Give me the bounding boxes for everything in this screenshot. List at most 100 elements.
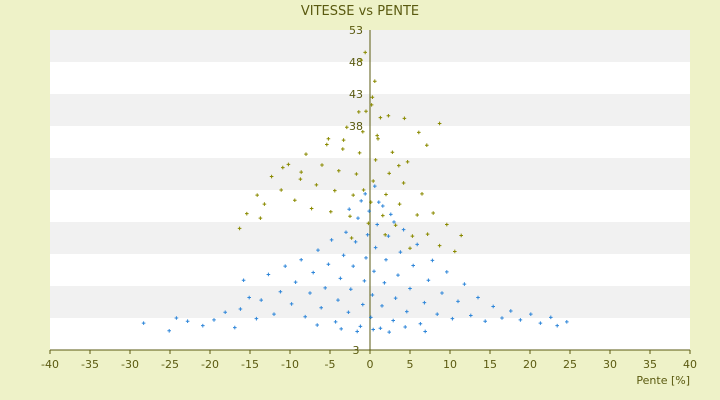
x-tick-label: -5 <box>325 358 336 371</box>
data-point <box>344 230 348 235</box>
data-point <box>326 137 331 141</box>
data-point <box>337 169 341 173</box>
data-point <box>403 325 407 329</box>
data-point <box>333 188 337 193</box>
data-point <box>402 116 407 121</box>
data-point <box>410 234 415 238</box>
y-tick-label: 48 <box>349 56 363 69</box>
data-point <box>384 192 388 197</box>
x-tick-label: 5 <box>407 358 414 371</box>
data-point <box>361 129 365 134</box>
x-tick-label: -10 <box>281 358 299 371</box>
data-point <box>245 211 249 216</box>
data-point <box>353 240 358 244</box>
data-point <box>425 232 430 236</box>
data-points <box>141 50 569 334</box>
data-point <box>357 110 361 114</box>
data-point <box>238 307 243 311</box>
data-point <box>351 193 355 197</box>
data-point <box>393 223 398 227</box>
data-point <box>359 58 363 62</box>
x-tick-label: -15 <box>241 358 259 371</box>
data-point <box>381 204 385 208</box>
data-point <box>338 276 343 281</box>
data-point <box>266 272 271 277</box>
data-point <box>469 313 473 318</box>
data-point <box>354 172 359 176</box>
x-tick-label: -30 <box>121 358 139 371</box>
data-point <box>372 269 376 274</box>
data-point <box>386 113 391 118</box>
data-point <box>453 249 457 254</box>
data-point <box>366 221 371 226</box>
data-point <box>289 302 294 306</box>
data-point <box>303 314 307 319</box>
data-point <box>341 253 346 258</box>
data-point <box>423 329 427 334</box>
data-point <box>363 192 367 196</box>
data-point <box>378 115 383 120</box>
data-point <box>386 234 391 238</box>
data-point <box>373 184 377 188</box>
data-point <box>281 165 285 170</box>
data-point <box>384 257 388 262</box>
data-point <box>355 329 359 334</box>
x-tick-labels: -40 -35 -30 -25 -20 -15 -10 -5 0 5 10 15 20 25 30 35 40 <box>41 358 697 371</box>
data-point <box>431 211 435 215</box>
data-point <box>299 257 303 262</box>
x-tick-label: -20 <box>201 358 219 371</box>
data-point <box>311 270 315 275</box>
data-point <box>378 326 383 331</box>
data-point <box>405 160 410 164</box>
data-point <box>326 262 331 267</box>
data-point <box>405 309 409 314</box>
data-point <box>304 152 308 156</box>
data-point <box>269 174 274 179</box>
data-point <box>435 312 439 316</box>
data-point <box>241 278 246 283</box>
data-point <box>397 163 401 168</box>
data-point <box>141 321 146 325</box>
x-tick-label: 0 <box>367 358 374 371</box>
data-point <box>382 281 387 285</box>
data-point <box>255 193 259 197</box>
data-point <box>370 293 375 297</box>
data-point <box>392 220 396 224</box>
data-point <box>319 305 323 310</box>
data-point <box>415 213 419 217</box>
data-point <box>315 323 319 327</box>
data-point <box>387 330 391 334</box>
data-point <box>411 263 415 268</box>
data-point <box>380 304 384 308</box>
data-point <box>347 207 351 211</box>
data-point <box>383 233 387 237</box>
data-point <box>418 321 423 326</box>
data-point <box>555 323 559 328</box>
data-point <box>381 213 385 218</box>
data-point <box>430 258 435 263</box>
data-point <box>483 319 487 323</box>
data-point <box>397 202 402 206</box>
data-point <box>185 319 190 323</box>
x-tick-label: 40 <box>683 358 697 371</box>
data-point <box>365 233 370 237</box>
x-tick-label: 15 <box>483 358 497 371</box>
data-point <box>369 315 373 320</box>
data-point <box>320 163 324 167</box>
data-point <box>201 323 205 328</box>
data-point <box>426 278 431 283</box>
data-point <box>323 286 327 290</box>
data-point <box>336 298 340 302</box>
data-point <box>283 264 287 268</box>
data-point <box>349 236 354 240</box>
data-point <box>212 318 216 322</box>
x-tick-label: -40 <box>41 358 59 371</box>
data-point <box>391 318 395 323</box>
data-point <box>417 130 421 135</box>
x-tick-label: -35 <box>81 358 99 371</box>
data-point <box>445 222 449 227</box>
data-point <box>329 238 334 242</box>
data-point <box>348 214 352 219</box>
data-point <box>377 200 381 204</box>
y-tick-labels: 3 38 43 48 53 <box>349 24 363 357</box>
